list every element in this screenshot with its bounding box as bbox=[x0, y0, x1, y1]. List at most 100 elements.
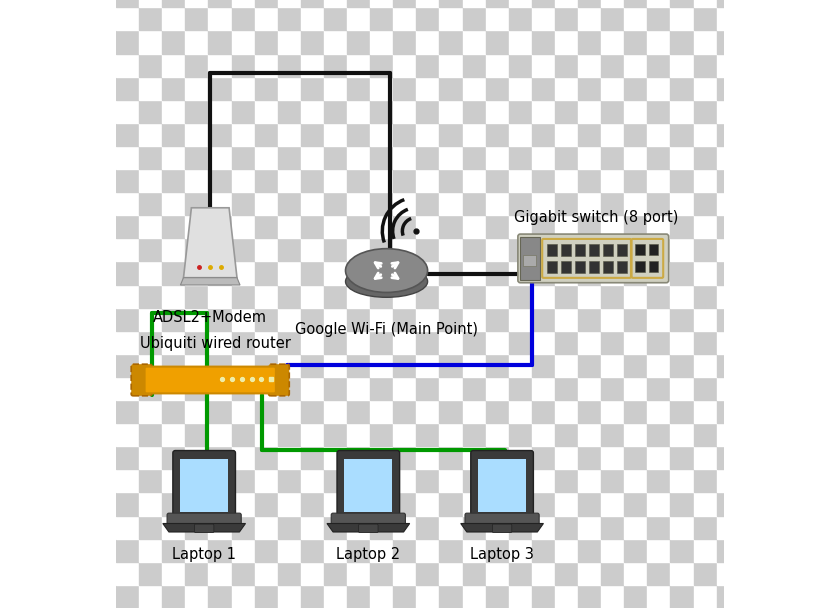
Bar bbox=[393, 400, 417, 423]
Bar bbox=[648, 285, 670, 308]
Bar bbox=[139, 146, 162, 169]
Bar bbox=[555, 285, 578, 308]
Bar bbox=[232, 238, 255, 261]
Bar bbox=[561, 261, 571, 273]
Bar bbox=[255, 30, 278, 54]
Bar bbox=[393, 77, 417, 100]
Bar bbox=[648, 308, 670, 331]
Bar bbox=[255, 0, 278, 7]
Text: ADSL2+Modem: ADSL2+Modem bbox=[153, 310, 267, 325]
Bar bbox=[116, 192, 139, 215]
Bar bbox=[232, 169, 255, 192]
Bar bbox=[347, 0, 370, 7]
Bar bbox=[694, 446, 717, 469]
Text: Laptop 1: Laptop 1 bbox=[172, 547, 236, 562]
Bar bbox=[555, 146, 578, 169]
Bar bbox=[509, 331, 532, 354]
Bar bbox=[186, 423, 208, 446]
Bar bbox=[575, 261, 585, 273]
Bar bbox=[301, 285, 324, 308]
Bar bbox=[670, 308, 694, 331]
Bar bbox=[232, 400, 255, 423]
Bar bbox=[324, 308, 347, 331]
Bar bbox=[347, 100, 370, 123]
Bar bbox=[417, 123, 439, 146]
Bar bbox=[162, 261, 186, 285]
Bar bbox=[670, 516, 694, 539]
Bar bbox=[232, 492, 255, 516]
Bar bbox=[486, 331, 509, 354]
Bar bbox=[417, 377, 439, 400]
Bar bbox=[393, 192, 417, 215]
Text: Laptop 2: Laptop 2 bbox=[336, 547, 401, 562]
Bar bbox=[393, 261, 417, 285]
Bar bbox=[694, 146, 717, 169]
Bar bbox=[486, 261, 509, 285]
Bar bbox=[578, 0, 601, 7]
Bar bbox=[417, 146, 439, 169]
Bar bbox=[162, 0, 186, 7]
Bar bbox=[208, 308, 232, 331]
Bar bbox=[417, 539, 439, 562]
Bar bbox=[116, 7, 139, 30]
Bar bbox=[255, 308, 278, 331]
Bar bbox=[255, 7, 278, 30]
Bar bbox=[509, 285, 532, 308]
Bar bbox=[116, 0, 139, 7]
Bar bbox=[509, 492, 532, 516]
Bar bbox=[601, 446, 624, 469]
Bar bbox=[555, 377, 578, 400]
Bar bbox=[417, 308, 439, 331]
Bar bbox=[255, 492, 278, 516]
Bar bbox=[740, 562, 763, 585]
Bar bbox=[417, 331, 439, 354]
Bar bbox=[347, 446, 370, 469]
FancyBboxPatch shape bbox=[465, 513, 539, 525]
Bar bbox=[694, 400, 717, 423]
Bar bbox=[186, 192, 208, 215]
Bar bbox=[139, 285, 162, 308]
Bar bbox=[393, 215, 417, 238]
Bar bbox=[624, 562, 648, 585]
FancyBboxPatch shape bbox=[173, 451, 235, 519]
Bar bbox=[670, 192, 694, 215]
Bar bbox=[393, 469, 417, 492]
Bar bbox=[717, 423, 740, 446]
Bar bbox=[694, 285, 717, 308]
Bar bbox=[324, 192, 347, 215]
Bar bbox=[186, 169, 208, 192]
Bar bbox=[255, 238, 278, 261]
Bar bbox=[208, 123, 232, 146]
Polygon shape bbox=[163, 523, 245, 532]
Bar bbox=[324, 446, 347, 469]
Bar bbox=[717, 261, 740, 285]
Bar bbox=[578, 469, 601, 492]
Bar bbox=[255, 539, 278, 562]
Bar bbox=[740, 377, 763, 400]
Bar bbox=[232, 77, 255, 100]
Text: Gigabit switch (8 port): Gigabit switch (8 port) bbox=[514, 210, 679, 225]
Bar bbox=[740, 400, 763, 423]
Bar bbox=[740, 54, 763, 77]
Bar bbox=[578, 562, 601, 585]
Bar bbox=[301, 469, 324, 492]
Bar bbox=[486, 492, 509, 516]
Bar bbox=[278, 0, 301, 7]
Bar bbox=[648, 54, 670, 77]
Bar bbox=[278, 285, 301, 308]
Bar bbox=[509, 169, 532, 192]
Bar bbox=[555, 354, 578, 377]
Bar bbox=[740, 516, 763, 539]
Bar bbox=[717, 169, 740, 192]
Bar bbox=[278, 30, 301, 54]
Bar bbox=[648, 261, 670, 285]
Bar bbox=[694, 377, 717, 400]
Bar bbox=[740, 146, 763, 169]
Bar bbox=[463, 492, 486, 516]
Bar bbox=[439, 308, 463, 331]
Bar bbox=[370, 215, 393, 238]
Bar bbox=[255, 446, 278, 469]
Bar bbox=[255, 77, 278, 100]
Bar bbox=[278, 354, 301, 377]
Bar bbox=[186, 54, 208, 77]
